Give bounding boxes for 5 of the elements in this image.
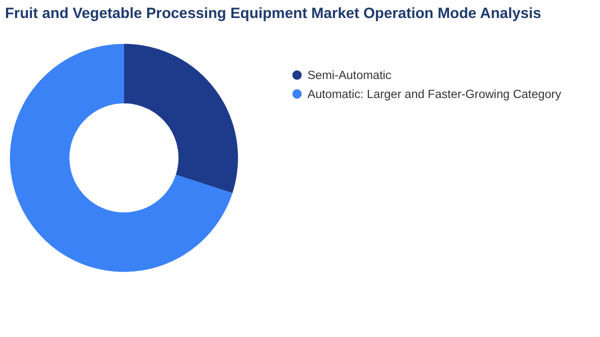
legend-label: Semi-Automatic xyxy=(307,68,392,82)
donut-slice xyxy=(10,44,232,272)
legend-label: Automatic: Larger and Faster-Growing Category xyxy=(307,86,562,101)
donut-slice xyxy=(124,44,238,194)
chart-title: Fruit and Vegetable Processing Equipment Market Operation Mode Analysis xyxy=(4,6,542,22)
